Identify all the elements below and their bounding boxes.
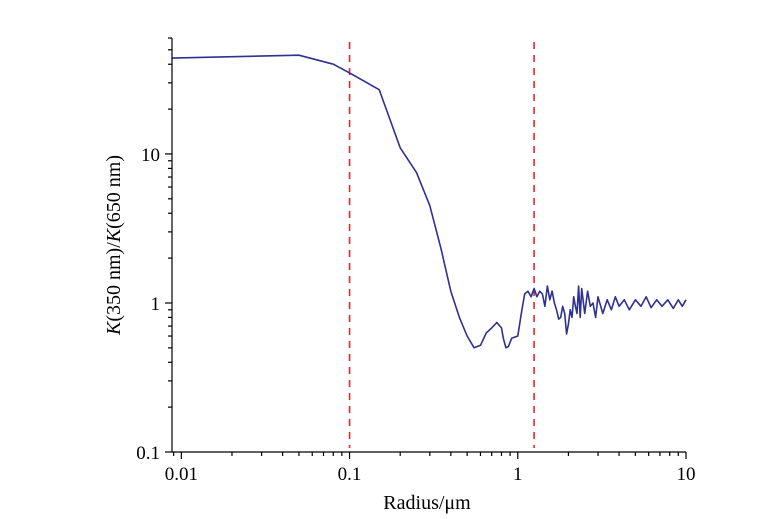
y-axis-label-part2: (350 nm)/ [103, 242, 125, 322]
ticks [165, 37, 687, 459]
axes [171, 38, 686, 453]
x-axis-label: Radius/μm [383, 492, 471, 514]
y-tick-label: 10 [141, 145, 160, 166]
series-layer [171, 54, 687, 349]
x-tick-label: 0.01 [165, 464, 198, 485]
x-tick-label: 1 [513, 464, 523, 485]
series-line [171, 54, 687, 349]
y-tick-label: 1 [151, 294, 161, 315]
y-axis-label: K(350 nm)/K(650 nm) [103, 155, 125, 336]
y-tick-label: 0.1 [136, 443, 160, 464]
reference-lines [348, 42, 535, 448]
y-axis-label-part4: (650 nm) [103, 155, 125, 229]
y-axis-label-k1: K [103, 320, 125, 336]
x-tick-label: 10 [677, 464, 696, 485]
x-tick-label: 0.1 [338, 464, 362, 485]
y-axis-label-k2: K [103, 227, 125, 243]
